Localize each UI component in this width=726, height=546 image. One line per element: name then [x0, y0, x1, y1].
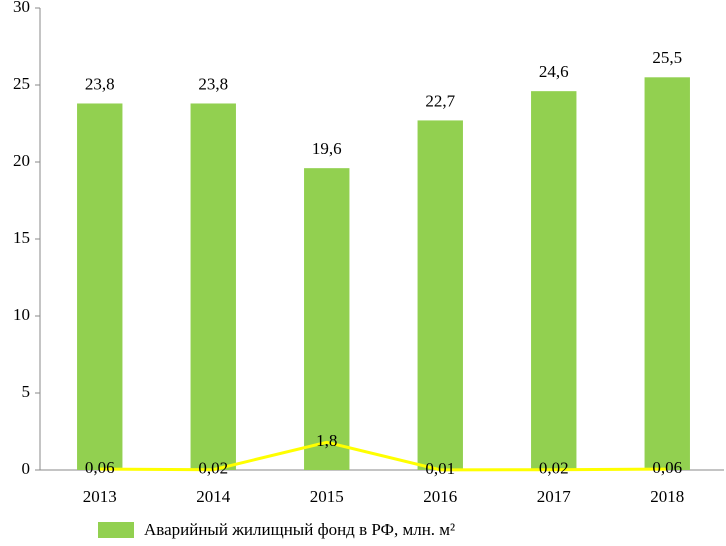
y-tick-label: 25	[13, 74, 30, 93]
x-tick-label: 2014	[196, 487, 231, 506]
data-label: 23,8	[198, 74, 228, 93]
y-tick-label: 30	[13, 0, 30, 16]
y-tick-label: 20	[13, 151, 30, 170]
legend-swatch	[98, 522, 134, 538]
bar	[304, 168, 350, 470]
bar	[531, 91, 577, 470]
data-label: 23,8	[85, 74, 115, 93]
data-label: 25,5	[652, 48, 682, 67]
data-label: 22,7	[425, 91, 455, 110]
data-label: 24,6	[539, 62, 569, 81]
data-label: 0,06	[85, 458, 115, 477]
bar	[77, 103, 123, 470]
data-label: 19,6	[312, 139, 342, 158]
bar	[190, 103, 236, 470]
data-label: 0,01	[425, 459, 455, 478]
y-tick-label: 10	[13, 305, 30, 324]
y-tick-label: 15	[13, 228, 30, 247]
x-tick-label: 2013	[83, 487, 117, 506]
data-label: 0,06	[652, 458, 682, 477]
y-tick-label: 5	[22, 382, 31, 401]
line	[99, 440, 668, 472]
x-tick-label: 2016	[423, 487, 457, 506]
data-label: 0,02	[198, 459, 228, 478]
bar	[644, 77, 690, 471]
bar	[417, 120, 463, 471]
x-tick-label: 2018	[650, 487, 684, 506]
x-tick-label: 2017	[537, 487, 572, 506]
y-tick-label: 0	[22, 459, 31, 478]
legend-label: Аварийный жилищный фонд в РФ, млн. м²	[144, 520, 455, 539]
data-label: 0,02	[539, 459, 569, 478]
data-label: 1,8	[316, 431, 337, 450]
x-tick-label: 2015	[310, 487, 344, 506]
